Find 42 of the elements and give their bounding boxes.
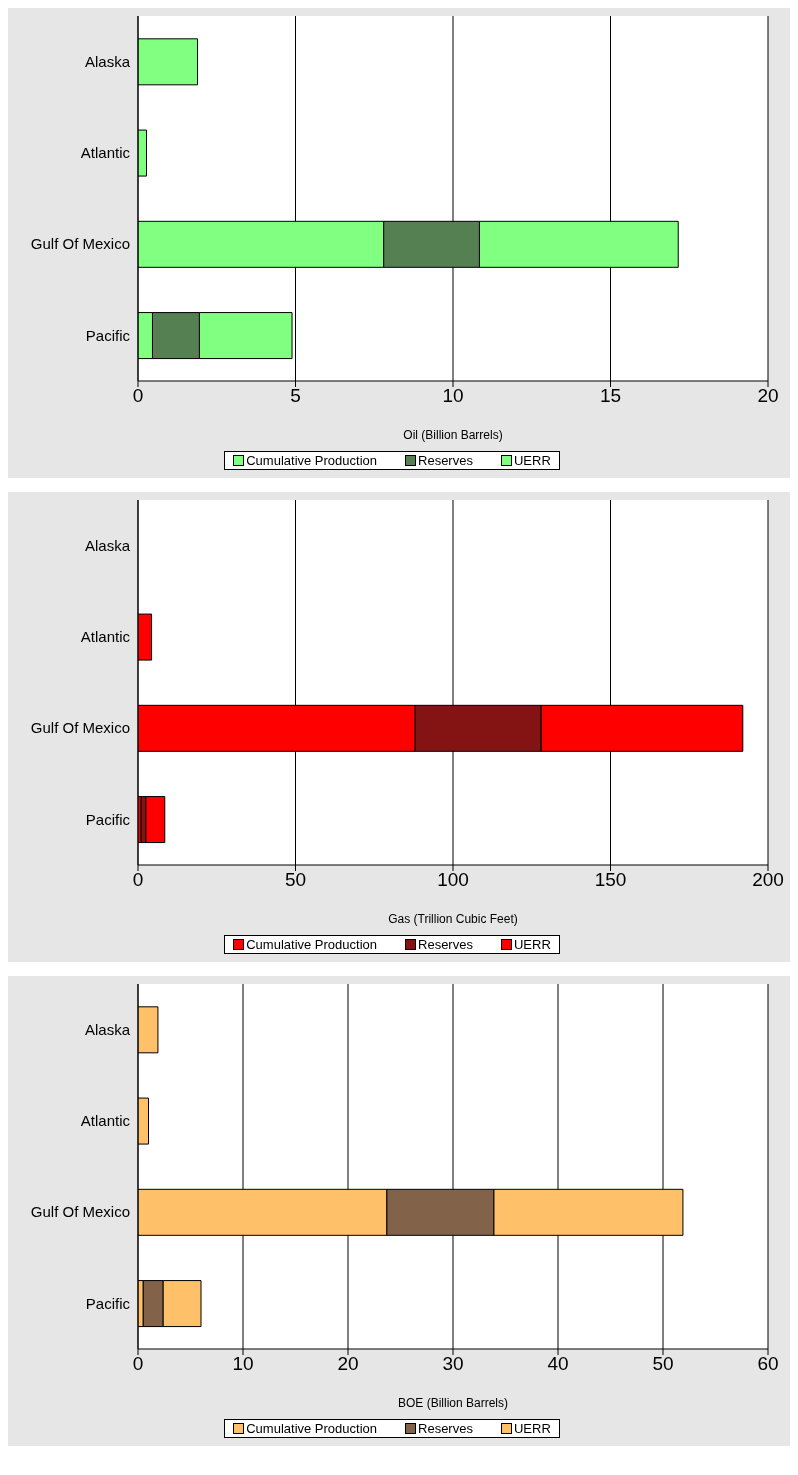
x-tick-label: 10 (442, 385, 464, 407)
x-tick-label: 40 (547, 1353, 569, 1375)
x-axis-title: Gas (Trillion Cubic Feet) (388, 912, 518, 926)
x-tick-label: 15 (599, 385, 622, 407)
x-tick-label: 30 (442, 1353, 464, 1375)
legend-label: Cumulative Production (245, 1421, 378, 1436)
legend-label: Reserves (417, 1421, 473, 1436)
x-tick-label: 100 (437, 869, 469, 891)
y-tick-label: Gulf Of Mexico (30, 719, 130, 737)
x-tick-label: 200 (752, 869, 784, 891)
y-tick-label: Atlantic (80, 628, 131, 646)
legend-label: Cumulative Production (245, 453, 378, 468)
x-axis-title: Oil (Billion Barrels) (403, 428, 503, 442)
y-tick-label: Gulf Of Mexico (30, 1203, 130, 1221)
x-axis-title: BOE (Billion Barrels) (397, 1396, 509, 1410)
x-tick-label: 50 (652, 1353, 674, 1375)
bar (145, 796, 166, 844)
x-tick-label: 50 (284, 869, 307, 891)
x-tick-label: 60 (757, 1353, 779, 1375)
y-tick-label: Alaska (84, 1020, 131, 1038)
legend-label: Reserves (417, 453, 473, 468)
x-tick-label: 150 (594, 869, 627, 891)
x-tick-label: 0 (132, 869, 144, 891)
x-tick-label: 5 (290, 385, 301, 407)
y-tick-label: Atlantic (80, 1112, 131, 1130)
x-tick-label: 10 (232, 1353, 254, 1375)
legend-label: UERR (512, 937, 551, 952)
legend-label: Cumulative Production (245, 937, 378, 952)
y-tick-label: Pacific (85, 810, 131, 828)
y-tick-label: Gulf Of Mexico (30, 235, 130, 253)
x-tick-label: 20 (757, 385, 779, 407)
y-tick-label: Atlantic (80, 144, 131, 162)
legend-label: UERR (512, 1421, 551, 1436)
y-tick-label: Pacific (85, 326, 131, 344)
legend-label: Reserves (417, 937, 473, 952)
x-tick-label: 20 (337, 1353, 359, 1375)
legend-label: UERR (512, 453, 551, 468)
y-tick-label: Alaska (84, 52, 131, 70)
y-tick-label: Pacific (85, 1294, 131, 1312)
y-tick-label: Alaska (84, 536, 131, 554)
x-tick-label: 0 (132, 385, 144, 407)
x-tick-label: 0 (132, 1353, 144, 1375)
